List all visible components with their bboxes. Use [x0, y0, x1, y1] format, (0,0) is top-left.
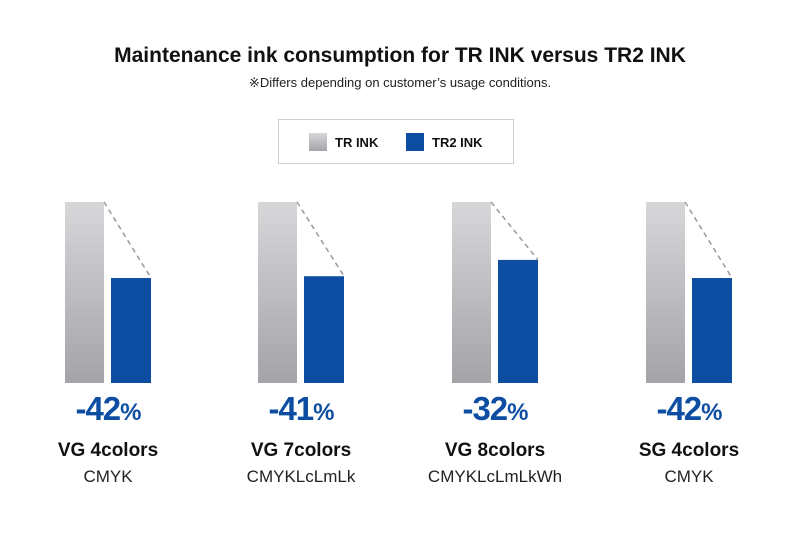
bar-tr2-ink	[498, 259, 538, 383]
reduction-value: -41	[268, 390, 314, 427]
legend-swatch-gray	[309, 133, 327, 151]
chart-title: Maintenance ink consumption for TR INK v…	[114, 44, 686, 67]
category-label: VG 7colors	[250, 440, 352, 461]
reduction-label: -41%	[221, 390, 381, 428]
legend-item-tr2-ink: TR2 INK	[406, 133, 483, 151]
reduction-label: -42%	[28, 390, 188, 428]
legend-label: TR2 INK	[432, 134, 483, 150]
category-label: SG 4colors	[638, 440, 740, 461]
bar-tr-ink	[258, 202, 297, 383]
percent-sign: %	[313, 399, 334, 426]
legend: TR INK TR2 INK	[278, 119, 514, 164]
bar-tr-ink	[646, 202, 685, 383]
reduction-value: -42	[75, 390, 121, 427]
reduction-value: -32	[462, 390, 508, 427]
reduction-dashed-line	[684, 201, 733, 279]
reduction-dashed-line	[103, 201, 152, 279]
legend-swatch-blue	[406, 133, 424, 151]
chart-subtitle: ※Differs depending on customer’s usage c…	[248, 75, 552, 90]
reduction-dashed-line	[490, 201, 539, 261]
category-label: VG 4colors	[57, 440, 159, 461]
category-label: VG 8colors	[444, 440, 546, 461]
bar-tr2-ink	[304, 276, 344, 383]
reduction-label: -32%	[415, 390, 575, 428]
reduction-dashed-line	[296, 201, 345, 277]
percent-sign: %	[507, 399, 528, 426]
bar-tr-ink	[452, 202, 491, 383]
category-sublabel: CMYKLcLmLk	[246, 467, 356, 486]
category-sublabel: CMYK	[664, 467, 714, 486]
legend-item-tr-ink: TR INK	[309, 133, 378, 151]
bar-tr2-ink	[111, 278, 151, 383]
percent-sign: %	[120, 399, 141, 426]
reduction-label: -42%	[609, 390, 769, 428]
legend-label: TR INK	[335, 134, 379, 150]
bar-tr-ink	[65, 202, 104, 383]
bar-tr2-ink	[692, 278, 732, 383]
category-sublabel: CMYK	[83, 467, 133, 486]
reduction-value: -42	[656, 390, 702, 427]
category-sublabel: CMYKLcLmLkWh	[427, 467, 563, 486]
percent-sign: %	[701, 399, 722, 426]
